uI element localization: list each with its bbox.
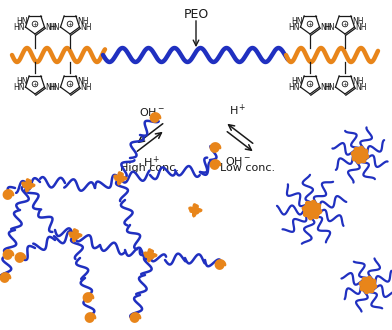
Polygon shape (152, 115, 158, 121)
Text: NH: NH (45, 82, 57, 92)
Text: +: + (343, 82, 347, 86)
Polygon shape (85, 295, 91, 301)
Text: OH$^-$: OH$^-$ (225, 155, 251, 167)
Polygon shape (359, 276, 377, 294)
Text: +: + (68, 82, 73, 86)
Text: PEO: PEO (183, 8, 209, 21)
Text: +: + (33, 21, 37, 26)
Text: NH: NH (352, 17, 363, 26)
Polygon shape (217, 262, 223, 268)
Polygon shape (144, 249, 157, 262)
Text: +: + (33, 82, 37, 86)
Text: Low conc.: Low conc. (220, 163, 276, 173)
Text: HN: HN (292, 17, 303, 26)
Text: NH: NH (321, 82, 332, 92)
Text: NH: NH (321, 22, 332, 32)
Text: HN: HN (13, 82, 24, 92)
Text: +: + (68, 21, 73, 26)
Polygon shape (22, 179, 35, 192)
Text: HN: HN (323, 82, 334, 92)
Polygon shape (212, 162, 218, 168)
Text: +: + (343, 21, 347, 26)
Text: +: + (308, 82, 312, 86)
Text: High conc.: High conc. (120, 163, 180, 173)
Text: HN: HN (288, 22, 299, 32)
Text: NH: NH (80, 82, 92, 92)
Polygon shape (87, 315, 93, 321)
Polygon shape (302, 200, 322, 220)
Text: HN: HN (323, 22, 334, 32)
Polygon shape (132, 315, 138, 321)
Text: HN: HN (16, 17, 28, 26)
Polygon shape (17, 255, 24, 261)
Polygon shape (351, 146, 368, 164)
Text: H$^+$: H$^+$ (143, 155, 161, 170)
Polygon shape (5, 192, 11, 198)
Text: NH: NH (80, 22, 92, 32)
Text: HN: HN (48, 22, 60, 32)
Polygon shape (189, 204, 202, 217)
Text: NH: NH (77, 17, 88, 26)
Polygon shape (2, 275, 8, 281)
Polygon shape (212, 145, 218, 151)
Text: HN: HN (16, 77, 28, 86)
Text: NH: NH (356, 22, 367, 32)
Text: HN: HN (288, 82, 299, 92)
Text: NH: NH (77, 77, 88, 86)
Text: HN: HN (48, 82, 60, 92)
Text: +: + (308, 21, 312, 26)
Text: OH$^-$: OH$^-$ (139, 106, 165, 118)
Text: HN: HN (13, 22, 24, 32)
Polygon shape (69, 229, 82, 242)
Text: H$^+$: H$^+$ (229, 103, 247, 118)
Text: NH: NH (352, 77, 363, 86)
Text: NH: NH (45, 22, 57, 32)
Polygon shape (5, 252, 11, 258)
Text: NH: NH (356, 82, 367, 92)
Text: HN: HN (292, 77, 303, 86)
Polygon shape (114, 172, 127, 185)
